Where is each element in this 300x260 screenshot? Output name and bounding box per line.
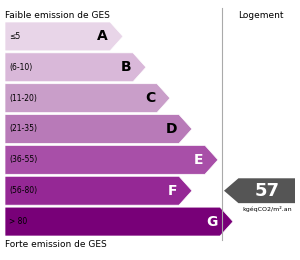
Text: F: F [167,184,177,198]
Polygon shape [5,176,192,205]
Polygon shape [5,84,170,113]
Text: (11-20): (11-20) [9,94,37,103]
Text: (21-35): (21-35) [9,125,37,133]
Polygon shape [224,178,295,203]
Text: E: E [194,153,203,167]
Text: ≤5: ≤5 [9,32,20,41]
Polygon shape [5,115,192,144]
Text: B: B [120,60,131,74]
Text: (6-10): (6-10) [9,63,32,72]
Text: 57: 57 [254,182,279,200]
Text: Forte emission de GES: Forte emission de GES [5,240,107,249]
Text: Logement: Logement [238,11,284,20]
Text: G: G [207,214,218,229]
Polygon shape [5,22,123,51]
Polygon shape [5,145,218,174]
Polygon shape [5,53,146,82]
Text: (36-55): (36-55) [9,155,37,164]
Text: (56-80): (56-80) [9,186,37,195]
Text: Faible emission de GES: Faible emission de GES [5,11,110,20]
Text: kgéqCO2/m².an: kgéqCO2/m².an [242,206,292,212]
Text: > 80: > 80 [9,217,27,226]
Polygon shape [5,207,233,236]
Text: C: C [145,91,155,105]
Text: A: A [97,29,108,43]
Text: D: D [166,122,177,136]
